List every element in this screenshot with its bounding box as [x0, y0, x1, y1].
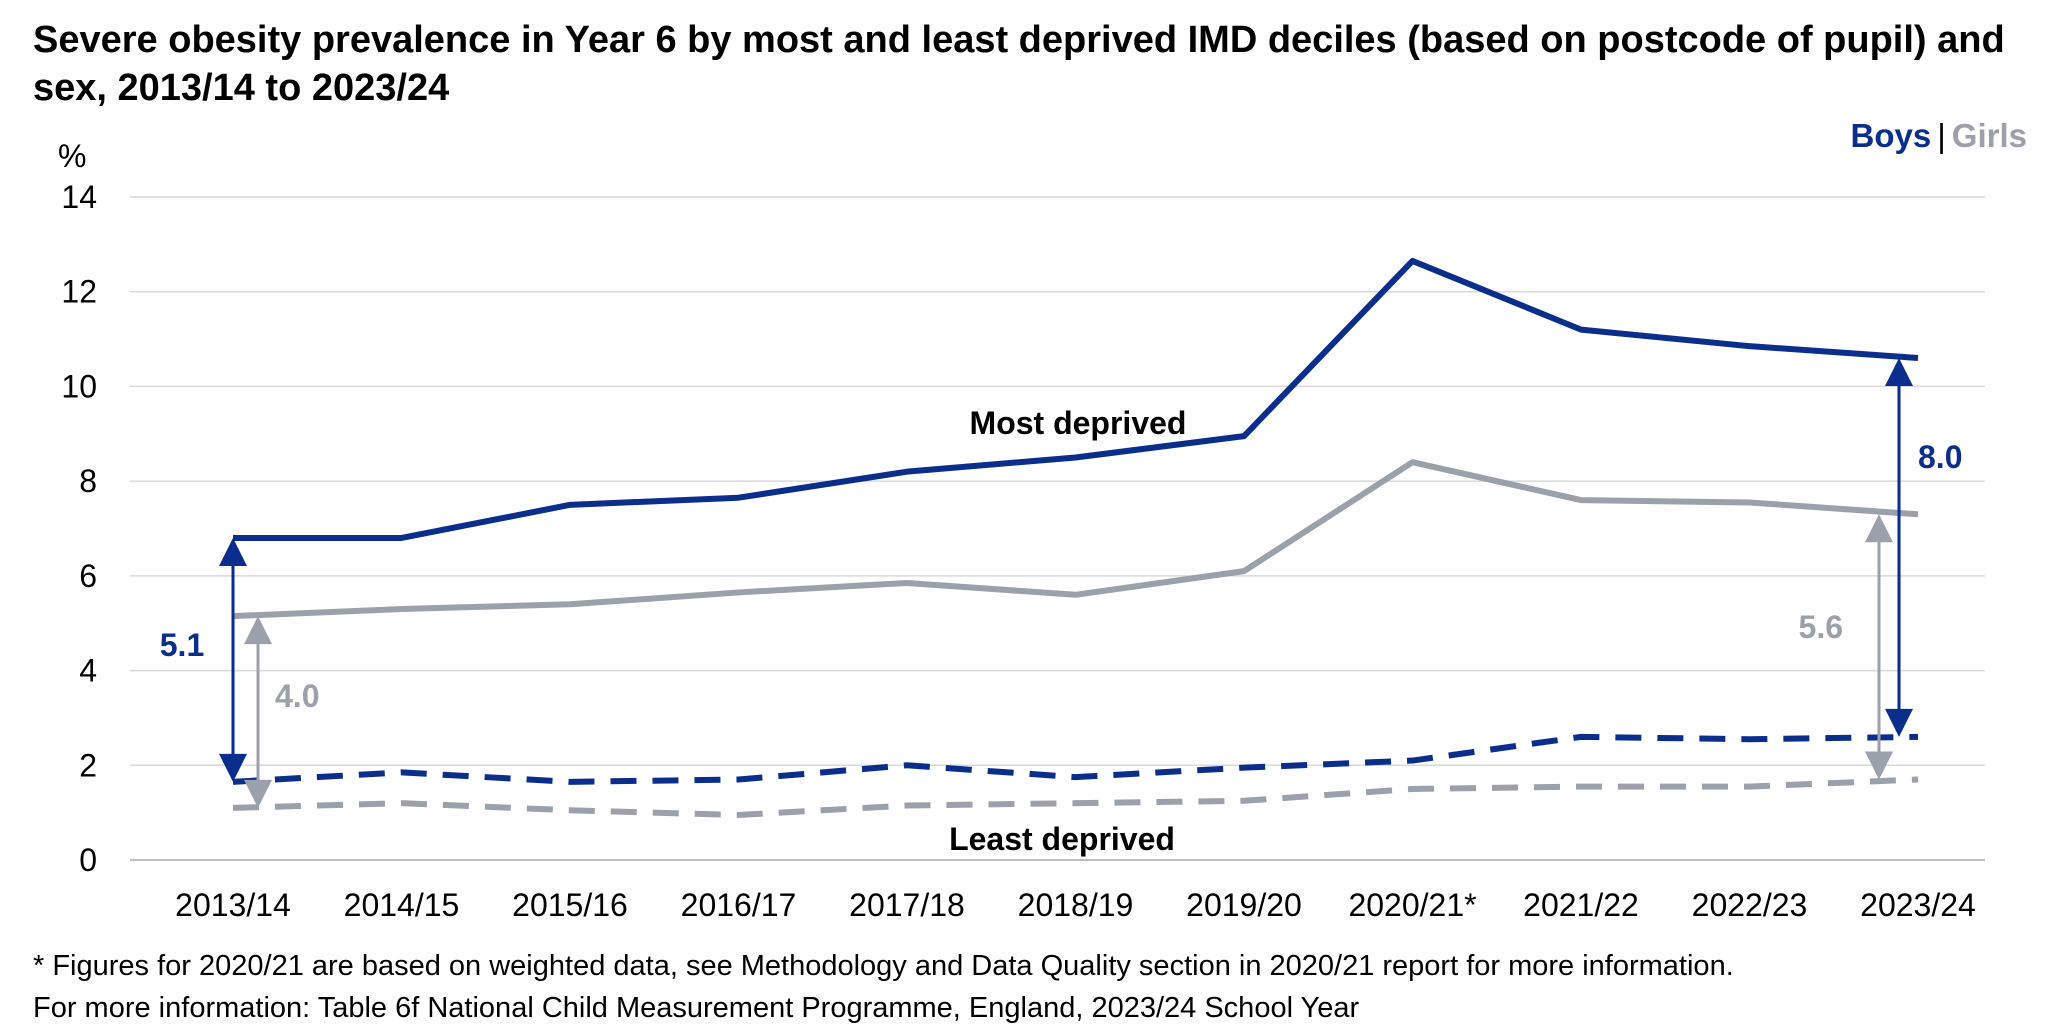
x-tick-label: 2016/17: [681, 887, 797, 923]
x-tick-label: 2013/14: [175, 887, 291, 923]
y-axis-label: %: [58, 138, 86, 174]
x-tick-label: 2018/19: [1018, 887, 1134, 923]
x-tick-label: 2017/18: [849, 887, 965, 923]
group-labels: Most deprived Least deprived: [949, 405, 1186, 857]
least-deprived-boys-line: [232, 733, 1919, 785]
gridlines: [130, 196, 1985, 861]
gap-label-boys: 8.0: [1918, 439, 1962, 475]
least-deprived-label: Least deprived: [949, 821, 1175, 857]
legend-boys: Boys: [1850, 117, 1932, 154]
footnote-source: For more information: Table 6f National …: [33, 992, 1360, 1024]
y-tick-label: 14: [61, 179, 97, 215]
x-tick-label: 2021/22: [1523, 887, 1639, 923]
gap-arrow-head-up: [219, 537, 247, 566]
gap-arrow-head-down: [1885, 708, 1913, 737]
y-axis: 0 2 4 6 8 10 12 14%: [58, 138, 97, 878]
gap-label-girls: 5.6: [1799, 609, 1843, 645]
gap-arrow-head-up: [1865, 514, 1893, 543]
gap-arrow-head-down: [219, 753, 247, 782]
gap-arrow-head-up: [244, 616, 272, 645]
y-tick-label: 2: [79, 747, 97, 783]
gap-annotations: 5.1 4.0 8.0 5.6: [160, 358, 1962, 808]
y-tick-label: 6: [79, 558, 97, 594]
x-tick-label: 2023/24: [1860, 887, 1976, 923]
y-tick-label: 12: [61, 274, 97, 310]
x-tick-label: 2014/15: [344, 887, 460, 923]
gap-label-boys: 5.1: [160, 627, 204, 663]
y-tick-label: 8: [79, 463, 97, 499]
legend-girls: Girls: [1951, 117, 2027, 154]
y-tick-label: 4: [79, 653, 97, 689]
most-deprived-boys-line: [233, 257, 1919, 541]
gap-arrow-head-down: [1865, 751, 1893, 780]
series-lines: [232, 257, 1919, 819]
legend-separator: |: [1937, 117, 1946, 154]
gap-label-girls: 4.0: [275, 678, 319, 714]
least-deprived-girls-line: [232, 776, 1919, 819]
gap-arrow-girls-2023-24: [1865, 514, 1893, 780]
y-tick-label: 10: [61, 368, 97, 404]
chart-title: Severe obesity prevalence in Year 6 by m…: [33, 19, 2005, 109]
x-tick-label: 2019/20: [1186, 887, 1302, 923]
gap-arrow-girls-2013-14: [244, 616, 272, 808]
gap-arrow-head-down: [244, 779, 272, 808]
most-deprived-girls-line: [232, 459, 1919, 620]
x-tick-label: 2022/23: [1692, 887, 1808, 923]
footnote-weighted-data: * Figures for 2020/21 are based on weigh…: [33, 950, 1734, 982]
most-deprived-label: Most deprived: [970, 405, 1187, 441]
gap-arrow-boys-2023-24: [1885, 358, 1913, 737]
gap-arrow-boys-2013-14: [219, 537, 247, 782]
legend: Boys | Girls: [1851, 117, 2027, 155]
x-axis: 2013/14 2014/15 2015/16 2016/17 2017/18 2018/…: [175, 887, 1976, 923]
y-tick-label: 0: [79, 842, 97, 878]
x-tick-label: 2015/16: [512, 887, 628, 923]
x-tick-label: 2020/21*: [1348, 887, 1476, 923]
gap-arrow-head-up: [1885, 358, 1913, 387]
